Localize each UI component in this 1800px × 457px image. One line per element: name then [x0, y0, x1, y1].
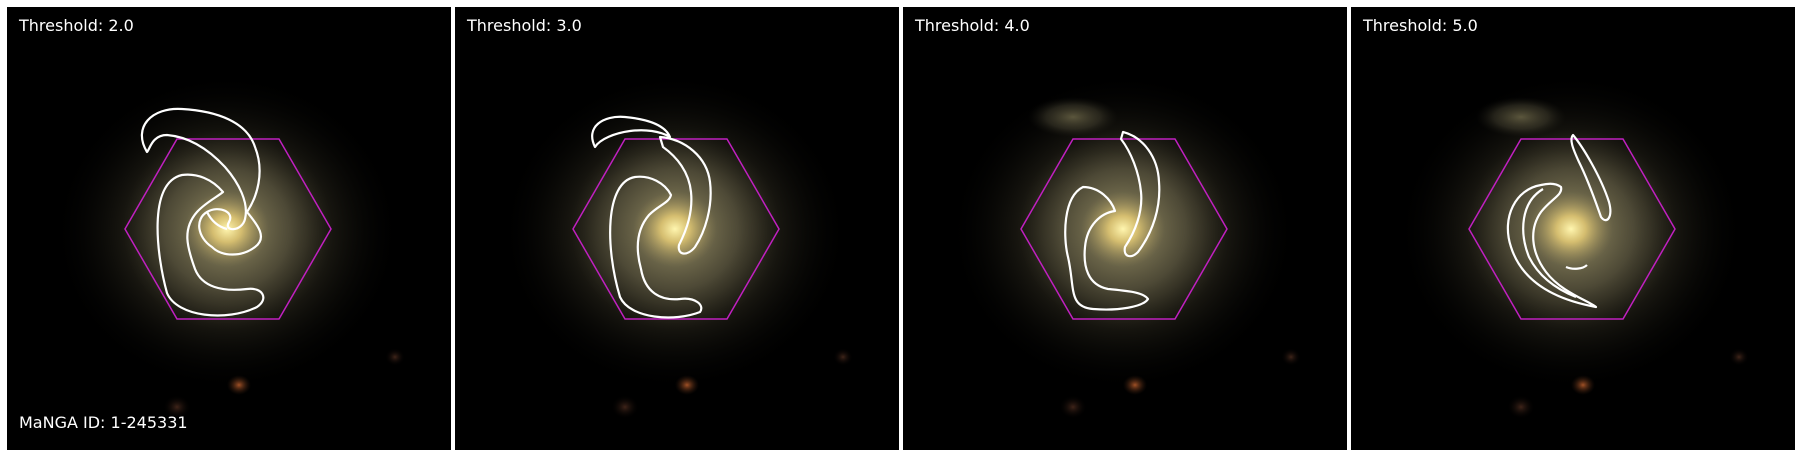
threshold-label: Threshold: 5.0 — [1363, 16, 1478, 35]
hexagon-footprint — [1020, 138, 1228, 320]
threshold-label: Threshold: 2.0 — [19, 16, 134, 35]
hexagon-footprint — [124, 138, 332, 320]
threshold-label: Threshold: 4.0 — [915, 16, 1030, 35]
galaxy-image — [52, 72, 405, 419]
contour-lines — [140, 107, 265, 317]
galaxy-panel-threshold-4: Threshold: 4.0 — [903, 7, 1347, 450]
hexagon-footprint — [1468, 138, 1676, 320]
galaxy-panel-threshold-3: Threshold: 3.0 — [455, 7, 899, 450]
threshold-label: Threshold: 3.0 — [467, 16, 582, 35]
galaxy-panel-threshold-5: Threshold: 5.0 — [1351, 7, 1795, 450]
contour-lines — [1506, 133, 1612, 309]
galaxy-id-label: MaNGA ID: 1-245331 — [19, 413, 188, 432]
hexagon-footprint — [572, 138, 780, 320]
contour-lines — [591, 115, 712, 319]
contour-lines — [1064, 130, 1161, 311]
galaxy-panel-threshold-2: Threshold: 2.0 MaNGA ID: 1-245331 — [7, 7, 451, 450]
galaxy-image — [1396, 72, 1749, 419]
galaxy-image — [948, 72, 1301, 419]
galaxy-image — [500, 72, 853, 419]
